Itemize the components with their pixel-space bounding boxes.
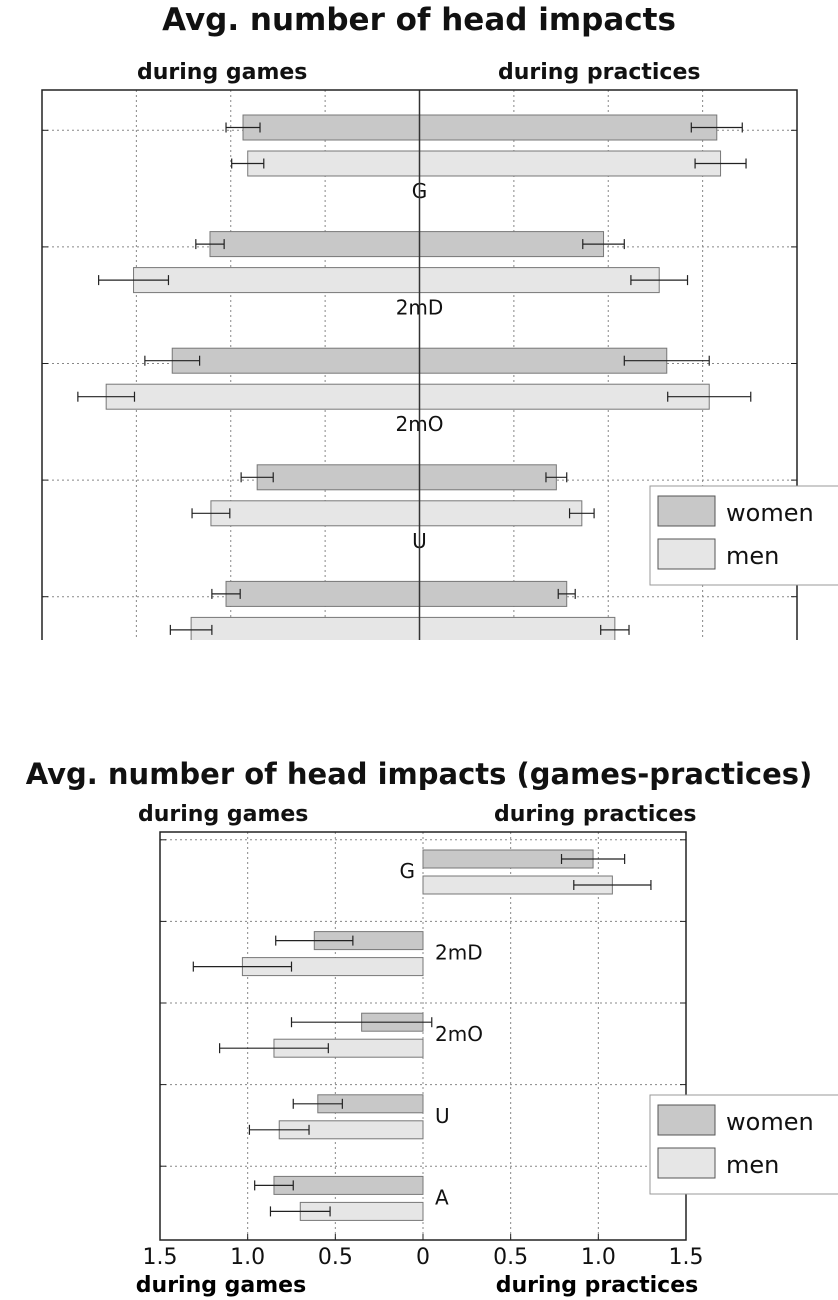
bar-practices-women-U	[419, 464, 557, 491]
legend-swatch-women	[657, 495, 716, 527]
bar-practices-men-2mO	[419, 383, 710, 410]
x-tick-label: 1.5	[669, 1245, 704, 1270]
legend-label-women: women	[726, 499, 814, 527]
category-label-2mD: 2mD	[435, 941, 483, 965]
bar-games-men-2mO	[105, 383, 421, 410]
chart2-title: Avg. number of head impacts (games-pract…	[25, 757, 813, 791]
chart2-right-header: during practices	[494, 802, 697, 827]
legend-swatch-men	[657, 538, 716, 570]
category-label-U: U	[435, 1104, 450, 1128]
bar-games-women-U	[256, 464, 420, 491]
legend-label-women: women	[726, 1108, 814, 1136]
chart2-right-xlabel: during practices	[496, 1273, 698, 1298]
bar-practices-men-G	[419, 150, 722, 177]
legend-swatch-men	[657, 1147, 716, 1179]
bar-women-A	[273, 1175, 424, 1195]
legend-label-men: men	[726, 542, 779, 570]
category-label-G: G	[400, 859, 416, 883]
x-tick-label: 0.5	[318, 1245, 353, 1270]
category-label-A: A	[435, 1185, 449, 1209]
category-label-2mO: 2mO	[435, 1022, 483, 1046]
legend-label-men: men	[726, 1151, 779, 1179]
x-tick-label: 0.5	[493, 1245, 528, 1270]
bar-games-men-U	[210, 500, 420, 527]
plot-frame	[41, 89, 798, 640]
x-tick-label: 1.5	[143, 1245, 178, 1270]
x-tick-label: 0	[416, 1245, 430, 1270]
x-tick-label: 1.0	[581, 1245, 616, 1270]
x-tick-label: 1.0	[230, 1245, 265, 1270]
legend-swatch-women	[657, 1104, 716, 1136]
bar-games-women-2mD	[209, 231, 420, 258]
chart1-left-header: during games	[137, 60, 308, 85]
bar-games-men-G	[247, 150, 420, 177]
chart2-left-xlabel: during games	[136, 1273, 306, 1298]
bar-practices-men-2mD	[419, 267, 660, 294]
chart1-right-header: during practices	[498, 60, 701, 85]
bar-games-women-A	[225, 580, 420, 607]
chart1-title: Avg. number of head impacts	[162, 2, 676, 38]
bar-practices-women-G	[419, 114, 718, 141]
chart2-left-header: during games	[138, 802, 309, 827]
